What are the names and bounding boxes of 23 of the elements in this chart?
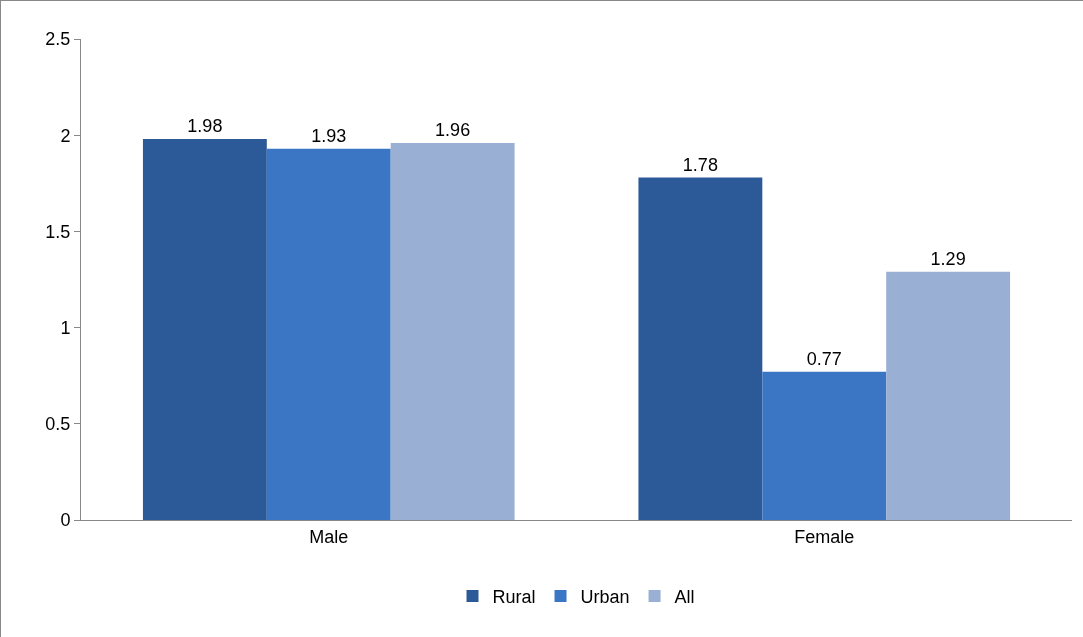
- y-tick-label: 1.5: [45, 221, 71, 242]
- data-label: 1.93: [311, 125, 347, 146]
- y-tick-label: 2.5: [45, 29, 71, 50]
- y-tick-label: 1: [60, 317, 71, 338]
- bar: [638, 177, 763, 520]
- data-label: 1.96: [435, 119, 471, 140]
- bar: [762, 371, 887, 520]
- y-tick-label: 0.5: [45, 414, 71, 435]
- bar: [266, 148, 391, 520]
- legend-label: All: [674, 586, 695, 607]
- x-tick-label: Female: [794, 526, 855, 547]
- bar: [390, 142, 515, 520]
- legend-label: Rural: [492, 586, 536, 607]
- data-label: 1.98: [187, 116, 223, 137]
- y-tick-label: 0: [60, 510, 71, 531]
- data-label: 0.77: [806, 348, 842, 369]
- bar: [142, 139, 267, 520]
- bar: [886, 271, 1011, 520]
- x-tick-label: Male: [309, 526, 349, 547]
- y-tick-label: 2: [60, 125, 71, 146]
- data-label: 1.78: [682, 154, 718, 175]
- legend-label: Urban: [580, 586, 630, 607]
- data-label: 1.29: [930, 248, 966, 269]
